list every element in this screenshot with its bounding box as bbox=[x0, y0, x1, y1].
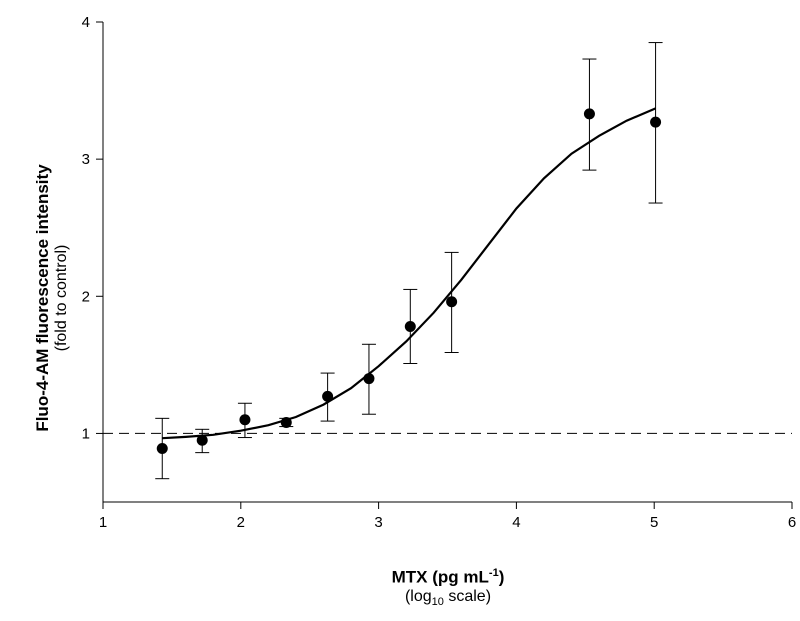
data-point bbox=[196, 434, 208, 446]
data-point-group bbox=[155, 417, 170, 480]
y-axis-label: Fluo-4-AM fluorescence intensity bbox=[33, 164, 52, 432]
data-point bbox=[446, 296, 458, 308]
x-axis-title: MTX (pg mL-1) (log10 scale) bbox=[392, 567, 505, 608]
data-point-group bbox=[648, 42, 663, 204]
data-point-group bbox=[403, 288, 418, 364]
x-tick-label: 6 bbox=[788, 514, 796, 531]
x-axis-label-close: ) bbox=[498, 567, 505, 587]
y-tick-label: 2 bbox=[82, 288, 90, 305]
x-axis-sublabel-sub: 10 bbox=[431, 595, 444, 608]
data-point-group bbox=[361, 343, 376, 415]
x-tick-label: 2 bbox=[237, 514, 245, 531]
data-point bbox=[156, 443, 168, 455]
x-axis-label-sup: -1 bbox=[488, 567, 499, 579]
data-point-group bbox=[195, 428, 210, 454]
data-point bbox=[239, 414, 251, 426]
data-point bbox=[363, 373, 375, 385]
data-point bbox=[583, 108, 595, 120]
data-point bbox=[404, 320, 416, 332]
data-point bbox=[322, 390, 334, 402]
data-point-group bbox=[444, 251, 459, 354]
x-axis-label: MTX (pg mL-1) bbox=[392, 567, 505, 588]
tick-labels: 1 2 3 4 5 6 1 2 3 4 bbox=[82, 14, 797, 531]
x-axis-sublabel: (log10 scale) bbox=[392, 588, 505, 608]
fit-curve-line bbox=[162, 107, 657, 440]
data-point bbox=[280, 416, 292, 428]
data-point-group bbox=[279, 416, 294, 428]
fit-curve bbox=[162, 107, 657, 440]
data-point-group bbox=[237, 402, 252, 439]
x-axis-sublabel-post: scale) bbox=[443, 587, 492, 605]
data-point-group bbox=[320, 372, 335, 422]
x-tick-label: 5 bbox=[650, 514, 658, 531]
x-tick-label: 4 bbox=[512, 514, 520, 531]
y-axis-title: Fluo-4-AM fluorescence intensity (fold t… bbox=[33, 58, 71, 538]
x-tick-label: 1 bbox=[99, 514, 107, 531]
x-tick-label: 3 bbox=[374, 514, 382, 531]
data-points bbox=[155, 42, 663, 480]
data-point-group bbox=[582, 58, 597, 171]
x-axis-sublabel-pre: (log bbox=[404, 587, 432, 605]
axes bbox=[96, 21, 793, 509]
x-axis-label-text: MTX (pg mL bbox=[391, 567, 489, 587]
y-axis-sublabel: (fold to control) bbox=[53, 244, 70, 352]
y-tick-label: 1 bbox=[82, 425, 90, 442]
y-tick-label: 3 bbox=[82, 151, 90, 168]
y-tick-label: 4 bbox=[82, 14, 90, 31]
data-point bbox=[650, 116, 662, 128]
